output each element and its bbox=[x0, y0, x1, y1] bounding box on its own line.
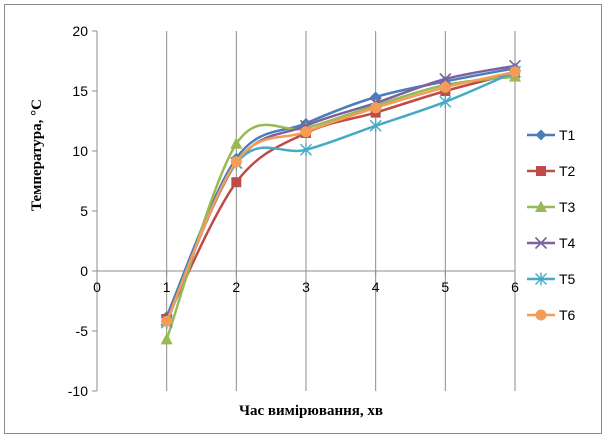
data-point-t6-6 bbox=[509, 66, 521, 78]
x-tick-label: 2 bbox=[232, 279, 240, 295]
y-axis-title: Температура, °C bbox=[29, 99, 45, 211]
data-point-t6-3 bbox=[300, 126, 312, 138]
y-tick-label: 20 bbox=[72, 23, 88, 39]
x-tick-label: 5 bbox=[441, 279, 449, 295]
legend-item-t6: T6 bbox=[527, 307, 576, 323]
y-tick-label: 15 bbox=[72, 83, 88, 99]
data-point-t5-5 bbox=[439, 95, 452, 109]
legend-marker bbox=[535, 272, 547, 286]
legend-marker bbox=[535, 200, 547, 212]
data-point-t2-2 bbox=[231, 177, 242, 188]
legend-item-t5: T5 bbox=[527, 271, 576, 287]
legend-marker bbox=[534, 236, 548, 250]
y-tick-label: 10 bbox=[72, 143, 88, 159]
series-t3 bbox=[160, 70, 521, 345]
legend-label: T3 bbox=[559, 199, 576, 215]
x-tick-label: 1 bbox=[163, 279, 171, 295]
y-tick-label: 0 bbox=[80, 263, 88, 279]
x-tick-label: 0 bbox=[93, 279, 101, 295]
legend-label: T1 bbox=[559, 127, 576, 143]
legend-label: T4 bbox=[559, 235, 576, 251]
data-point-t6-5 bbox=[439, 81, 451, 93]
series-t6 bbox=[161, 66, 521, 327]
data-point-t4-5 bbox=[439, 72, 452, 86]
legend-label: T2 bbox=[559, 163, 576, 179]
legend-item-t2: T2 bbox=[527, 163, 576, 179]
legend-item-t3: T3 bbox=[527, 199, 576, 215]
legend-marker bbox=[536, 166, 546, 176]
legend-label: T6 bbox=[559, 307, 576, 323]
data-point-t3-1 bbox=[160, 332, 173, 345]
chart-frame: -10 -5 0 5 10 15 20 0 1 2 3 4 5 6 T1 T2 T3 T4 T5 T6 Темпер… bbox=[4, 4, 602, 434]
data-point-t6-2 bbox=[230, 156, 242, 168]
legend-item-t4: T4 bbox=[527, 235, 576, 251]
data-point-t3-2 bbox=[230, 137, 243, 149]
y-tick-label: 5 bbox=[80, 203, 88, 219]
x-tick-label: 3 bbox=[302, 279, 310, 295]
data-point-t5-3 bbox=[300, 143, 312, 157]
series-layer bbox=[160, 59, 522, 345]
legend-marker bbox=[535, 129, 547, 141]
y-tick-label: -10 bbox=[68, 383, 88, 399]
x-tick-label: 4 bbox=[372, 279, 380, 295]
x-axis-title: Час вимірювання, хв bbox=[239, 403, 383, 419]
legend-item-t1: T1 bbox=[527, 127, 576, 143]
axes-layer: -10 -5 0 5 10 15 20 0 1 2 3 4 5 6 bbox=[68, 23, 519, 399]
data-point-t6-4 bbox=[370, 102, 382, 114]
legend-marker bbox=[535, 309, 547, 321]
x-tick-label: 6 bbox=[511, 279, 519, 295]
data-point-t5-4 bbox=[369, 119, 382, 133]
data-point-t6-1 bbox=[161, 315, 173, 327]
line-chart: -10 -5 0 5 10 15 20 0 1 2 3 4 5 6 T1 T2 T3 T4 T5 T6 Темпер… bbox=[29, 23, 576, 419]
y-tick-label: -5 bbox=[76, 323, 89, 339]
legend: T1 T2 T3 T4 T5 T6 bbox=[527, 127, 576, 323]
legend-label: T5 bbox=[559, 271, 576, 287]
